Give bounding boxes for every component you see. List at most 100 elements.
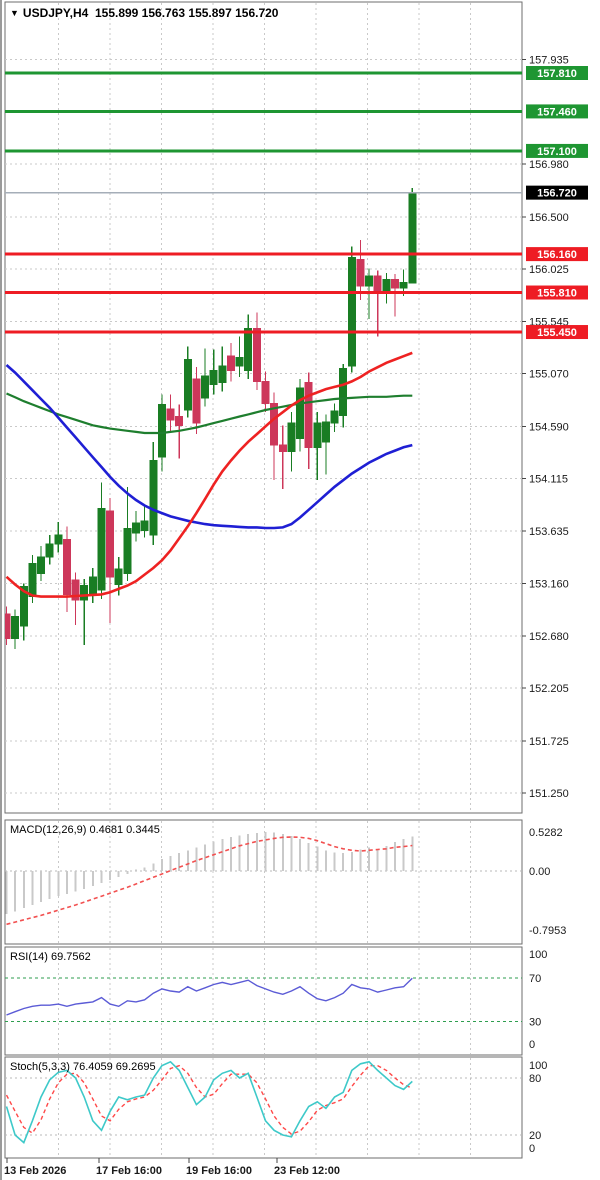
- time-axis-label: 19 Feb 16:00: [186, 1165, 252, 1177]
- price-axis-label: 155.070: [529, 369, 569, 381]
- candle-bull: [88, 576, 97, 595]
- price-badge-text: 157.810: [537, 68, 577, 80]
- candle-bull: [296, 387, 305, 440]
- candle-bull: [201, 375, 210, 399]
- macd-axis-label: -0.7953: [529, 925, 566, 937]
- main-chart-panel: [4, 1, 523, 814]
- price-badge-text: 156.720: [537, 188, 577, 200]
- rsi-line: [6, 977, 413, 1016]
- time-axis-label: 17 Feb 16:00: [96, 1165, 162, 1177]
- price-badge-support: [526, 285, 588, 300]
- candle-bull: [330, 410, 339, 424]
- candle-bull: [80, 585, 89, 601]
- time-axis-label: 13 Feb 2026: [4, 1165, 66, 1177]
- candle-bear: [175, 416, 184, 426]
- macd-label: MACD(12,26,9) 0.4681 0.3445: [10, 824, 160, 836]
- rsi-area: [5, 948, 522, 1054]
- candle-bull: [209, 369, 218, 386]
- stoch-axis-label: 0: [529, 1143, 535, 1155]
- ma-red-line: [5, 351, 413, 598]
- candle-bear: [390, 278, 399, 289]
- candle-bull: [321, 421, 330, 443]
- candle-bull: [19, 586, 28, 627]
- price-badge-resistance: [526, 66, 588, 80]
- price-axis-label: 151.725: [529, 736, 569, 748]
- candle-bull: [11, 615, 20, 639]
- rsi-axis-label: 30: [529, 1017, 541, 1029]
- price-axis[interactable]: 157.935156.980156.500156.025155.545155.0…: [522, 54, 588, 1155]
- candle-bear: [261, 380, 270, 404]
- price-badge-text: 155.810: [537, 288, 577, 300]
- macd-axis-label: 0.00: [529, 866, 550, 878]
- macd-axis-label: 0.5282: [529, 827, 563, 839]
- candle-bull: [54, 534, 63, 545]
- candle-bull: [235, 356, 244, 367]
- price-badge-text: 155.450: [537, 327, 577, 339]
- price-badge-support: [526, 247, 588, 262]
- candle-bull: [97, 508, 106, 591]
- candle-bear: [192, 378, 201, 424]
- candle-bull: [183, 358, 192, 411]
- candle-bull: [365, 275, 374, 287]
- stoch-axis-label: 80: [529, 1073, 541, 1085]
- main-chart-area: [5, 3, 522, 812]
- ma-green-line: [6, 392, 413, 435]
- symbol-expander-icon[interactable]: ▼: [10, 8, 19, 18]
- candle-bear: [356, 259, 365, 287]
- price-axis-label: 153.160: [529, 578, 569, 590]
- price-badge-support: [526, 325, 588, 340]
- price-badge-resistance: [526, 143, 588, 158]
- candles: [5, 187, 417, 650]
- price-badge-current: [526, 185, 588, 200]
- rsi-panel: [4, 946, 523, 1056]
- candle-bull: [218, 365, 227, 384]
- price-axis-label: 156.025: [529, 264, 569, 276]
- stoch-main-line: [5, 1060, 413, 1144]
- time-axis-label: 23 Feb 12:00: [274, 1165, 340, 1177]
- candle-bull: [339, 367, 348, 416]
- candle-bear: [166, 408, 175, 421]
- stoch-axis-label: 100: [529, 1060, 547, 1072]
- time-axis[interactable]: 13 Feb 2026 17 Feb 16:00 19 Feb 16:00 23 Fe…: [4, 1158, 340, 1177]
- candle-bear: [252, 328, 261, 382]
- price-axis-label: 152.205: [529, 683, 569, 695]
- candle-bear: [71, 579, 80, 601]
- candle-bear: [226, 355, 235, 371]
- candle-bear: [304, 382, 313, 448]
- rsi-axis-label: 100: [529, 949, 547, 961]
- chart-title: ▼ USDJPY,H4 155.899 156.763 155.897 156.7…: [10, 6, 278, 20]
- candle-bull: [28, 563, 37, 598]
- price-axis-label: 156.980: [529, 159, 569, 171]
- macd-panel: [4, 819, 523, 945]
- ohlc-quotes: 155.899 156.763 155.897 156.720: [94, 6, 279, 20]
- stoch-axis-label: 20: [529, 1130, 541, 1142]
- rsi-axis-label: 0: [529, 1039, 535, 1051]
- symbol-label: USDJPY,H4: [22, 6, 89, 20]
- candle-bull: [347, 256, 356, 367]
- price-axis-label: 157.935: [529, 54, 569, 66]
- stoch-signal-line: [5, 1064, 413, 1135]
- candle-bear: [5, 613, 11, 639]
- candle-bull: [157, 403, 166, 458]
- candle-bull: [45, 543, 54, 558]
- price-axis-label: 153.635: [529, 526, 569, 538]
- price-axis-label: 156.500: [529, 212, 569, 224]
- stoch-panel: [4, 1056, 523, 1159]
- ma-blue-line: [5, 364, 413, 530]
- candle-bull: [123, 528, 132, 575]
- stoch-area: [5, 1058, 522, 1157]
- candle-bull: [313, 422, 322, 448]
- price-badge-text: 157.100: [537, 146, 577, 158]
- price-axis-label: 152.680: [529, 631, 569, 643]
- price-badge-text: 157.460: [537, 106, 577, 118]
- price-badge-resistance: [526, 104, 588, 119]
- price-axis-label: 154.590: [529, 421, 569, 433]
- candle-bull: [244, 328, 253, 371]
- candle-bear: [270, 402, 279, 446]
- candle-bull: [114, 568, 123, 585]
- rsi-axis-label: 70: [529, 973, 541, 985]
- rsi-label: RSI(14) 69.7562: [10, 951, 91, 963]
- stoch-label: Stoch(5,3,3) 76.4059 69.2695: [10, 1061, 156, 1073]
